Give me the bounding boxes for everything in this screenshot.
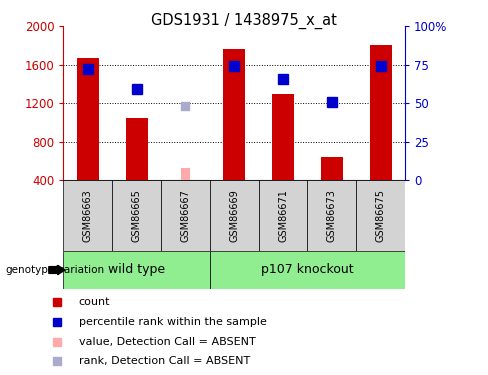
Text: GSM86663: GSM86663 [83,189,93,242]
Text: GSM86665: GSM86665 [132,189,142,242]
Bar [272,93,294,180]
Text: GSM86673: GSM86673 [327,189,337,242]
Text: count: count [79,297,110,307]
Bar [161,180,210,251]
Bar [370,45,391,180]
Bar [356,180,405,251]
Text: percentile rank within the sample: percentile rank within the sample [79,317,267,327]
Bar [112,180,161,251]
Bar [77,58,99,180]
Bar [210,251,405,289]
Bar [259,180,307,251]
Bar [321,157,343,180]
Text: genotype/variation: genotype/variation [5,265,104,275]
Bar [63,180,112,251]
Text: rank, Detection Call = ABSENT: rank, Detection Call = ABSENT [79,356,250,366]
Bar [126,117,148,180]
Bar [223,50,245,180]
Bar [181,168,190,180]
Bar [63,251,210,289]
Text: p107 knockout: p107 knockout [261,264,354,276]
Text: wild type: wild type [108,264,165,276]
Text: GSM86675: GSM86675 [376,189,386,242]
Text: value, Detection Call = ABSENT: value, Detection Call = ABSENT [79,337,256,347]
Text: GDS1931 / 1438975_x_at: GDS1931 / 1438975_x_at [151,13,337,29]
Text: GSM86667: GSM86667 [181,189,190,242]
Text: GSM86671: GSM86671 [278,189,288,242]
Text: GSM86669: GSM86669 [229,189,239,242]
Bar [210,180,259,251]
Bar [307,180,356,251]
